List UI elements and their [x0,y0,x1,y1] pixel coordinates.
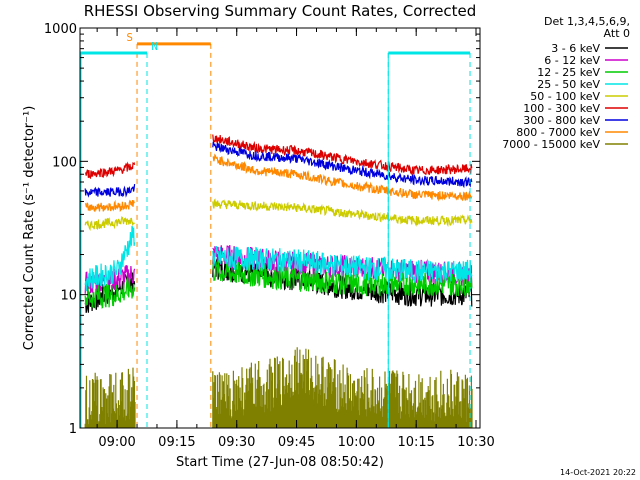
series-300-800-keV [84,141,473,198]
flag-label: S [126,31,133,44]
series-300-800-keV-segment-1 [84,184,136,198]
x-axis-label: Start Time (27-Jun-08 08:50:42) [176,455,384,470]
x-tick-label: 09:45 [278,435,315,450]
series-100-300-keV-segment-1 [85,161,136,180]
series-12-25-keV-segment-2 [212,260,473,298]
series-12-25-keV [84,260,473,309]
x-tick-label: 09:30 [218,435,255,450]
series-7000-15000-keV-segment-2 [212,347,473,428]
series-50-100-keV-segment-1 [84,216,135,231]
flag-bar-3 [387,51,471,428]
series-25-50-keV [84,225,473,292]
series-100-300-keV-segment-2 [212,134,473,177]
legend-label: 300 - 800 keV [523,114,600,127]
y-tick-label: 10 [60,289,77,304]
series-800-7000-keV-segment-1 [84,199,135,213]
flag-bar-1: S [126,31,212,428]
y-axis-label: Corrected Count Rate (s⁻¹ detector⁻¹) [22,106,37,351]
y-tick-label: 1000 [44,22,77,37]
chart-title: RHESSI Observing Summary Count Rates, Co… [84,2,477,20]
legend-label: 50 - 100 keV [530,90,600,103]
y-tick-label: 1 [69,422,77,437]
series-50-100-keV-segment-2 [212,198,473,227]
series-300-800-keV-segment-2 [212,141,473,189]
legend-label: 6 - 12 keV [544,54,600,67]
legend-label: 100 - 300 keV [523,102,600,115]
series-25-50-keV-segment-1 [84,225,136,292]
series-50-100-keV [84,198,473,231]
axes: 1 10 100 1000 09:00 09:15 09:30 09:45 10:00 10:15… [44,22,495,450]
plot-area: SN [80,31,473,428]
flag-label: N [151,40,158,53]
legend-label: 7000 - 15000 keV [502,138,600,151]
x-tick-label: 10:00 [338,435,375,450]
legend-label: 3 - 6 keV [551,42,600,55]
legend-header: Det 1,3,4,5,6,9, [544,15,630,28]
legend-label: 12 - 25 keV [537,66,600,79]
series-800-7000-keV-segment-2 [212,153,473,202]
x-tick-label: 10:15 [397,435,434,450]
series-7000-15000-keV-segment-1 [84,367,136,428]
x-tick-label: 10:30 [457,435,494,450]
x-tick-label: 09:15 [158,435,195,450]
series-800-7000-keV [84,153,473,213]
flag-bar-2: N [80,40,158,428]
y-tick-label: 100 [52,155,77,170]
legend-header: Att 0 [604,27,630,40]
timestamp: 14-Oct-2021 20:22 [560,468,636,477]
plot-frame [79,27,481,429]
series-7000-15000-keV [84,347,473,428]
legend-label: 25 - 50 keV [537,78,600,91]
series-25-50-keV-segment-2 [212,246,473,284]
legend-label: 800 - 7000 keV [516,126,600,139]
series-100-300-keV [85,134,473,180]
x-tick-label: 09:00 [98,435,135,450]
series-12-25-keV-segment-1 [84,277,136,309]
